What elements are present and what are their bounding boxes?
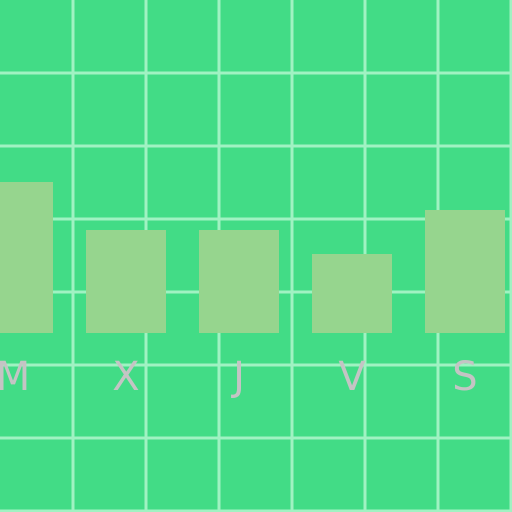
bar-v bbox=[312, 254, 392, 333]
x-tick-label-x: X bbox=[112, 354, 139, 400]
bar-x bbox=[86, 230, 166, 333]
bar-m bbox=[0, 182, 53, 333]
bar-s bbox=[425, 210, 505, 333]
x-tick-label-v: V bbox=[338, 354, 366, 400]
x-tick-label-j: J bbox=[230, 354, 245, 400]
x-tick-label-s: S bbox=[452, 354, 477, 400]
x-tick-label-m: M bbox=[0, 354, 30, 400]
bar-j bbox=[199, 230, 279, 333]
bars bbox=[0, 182, 505, 333]
